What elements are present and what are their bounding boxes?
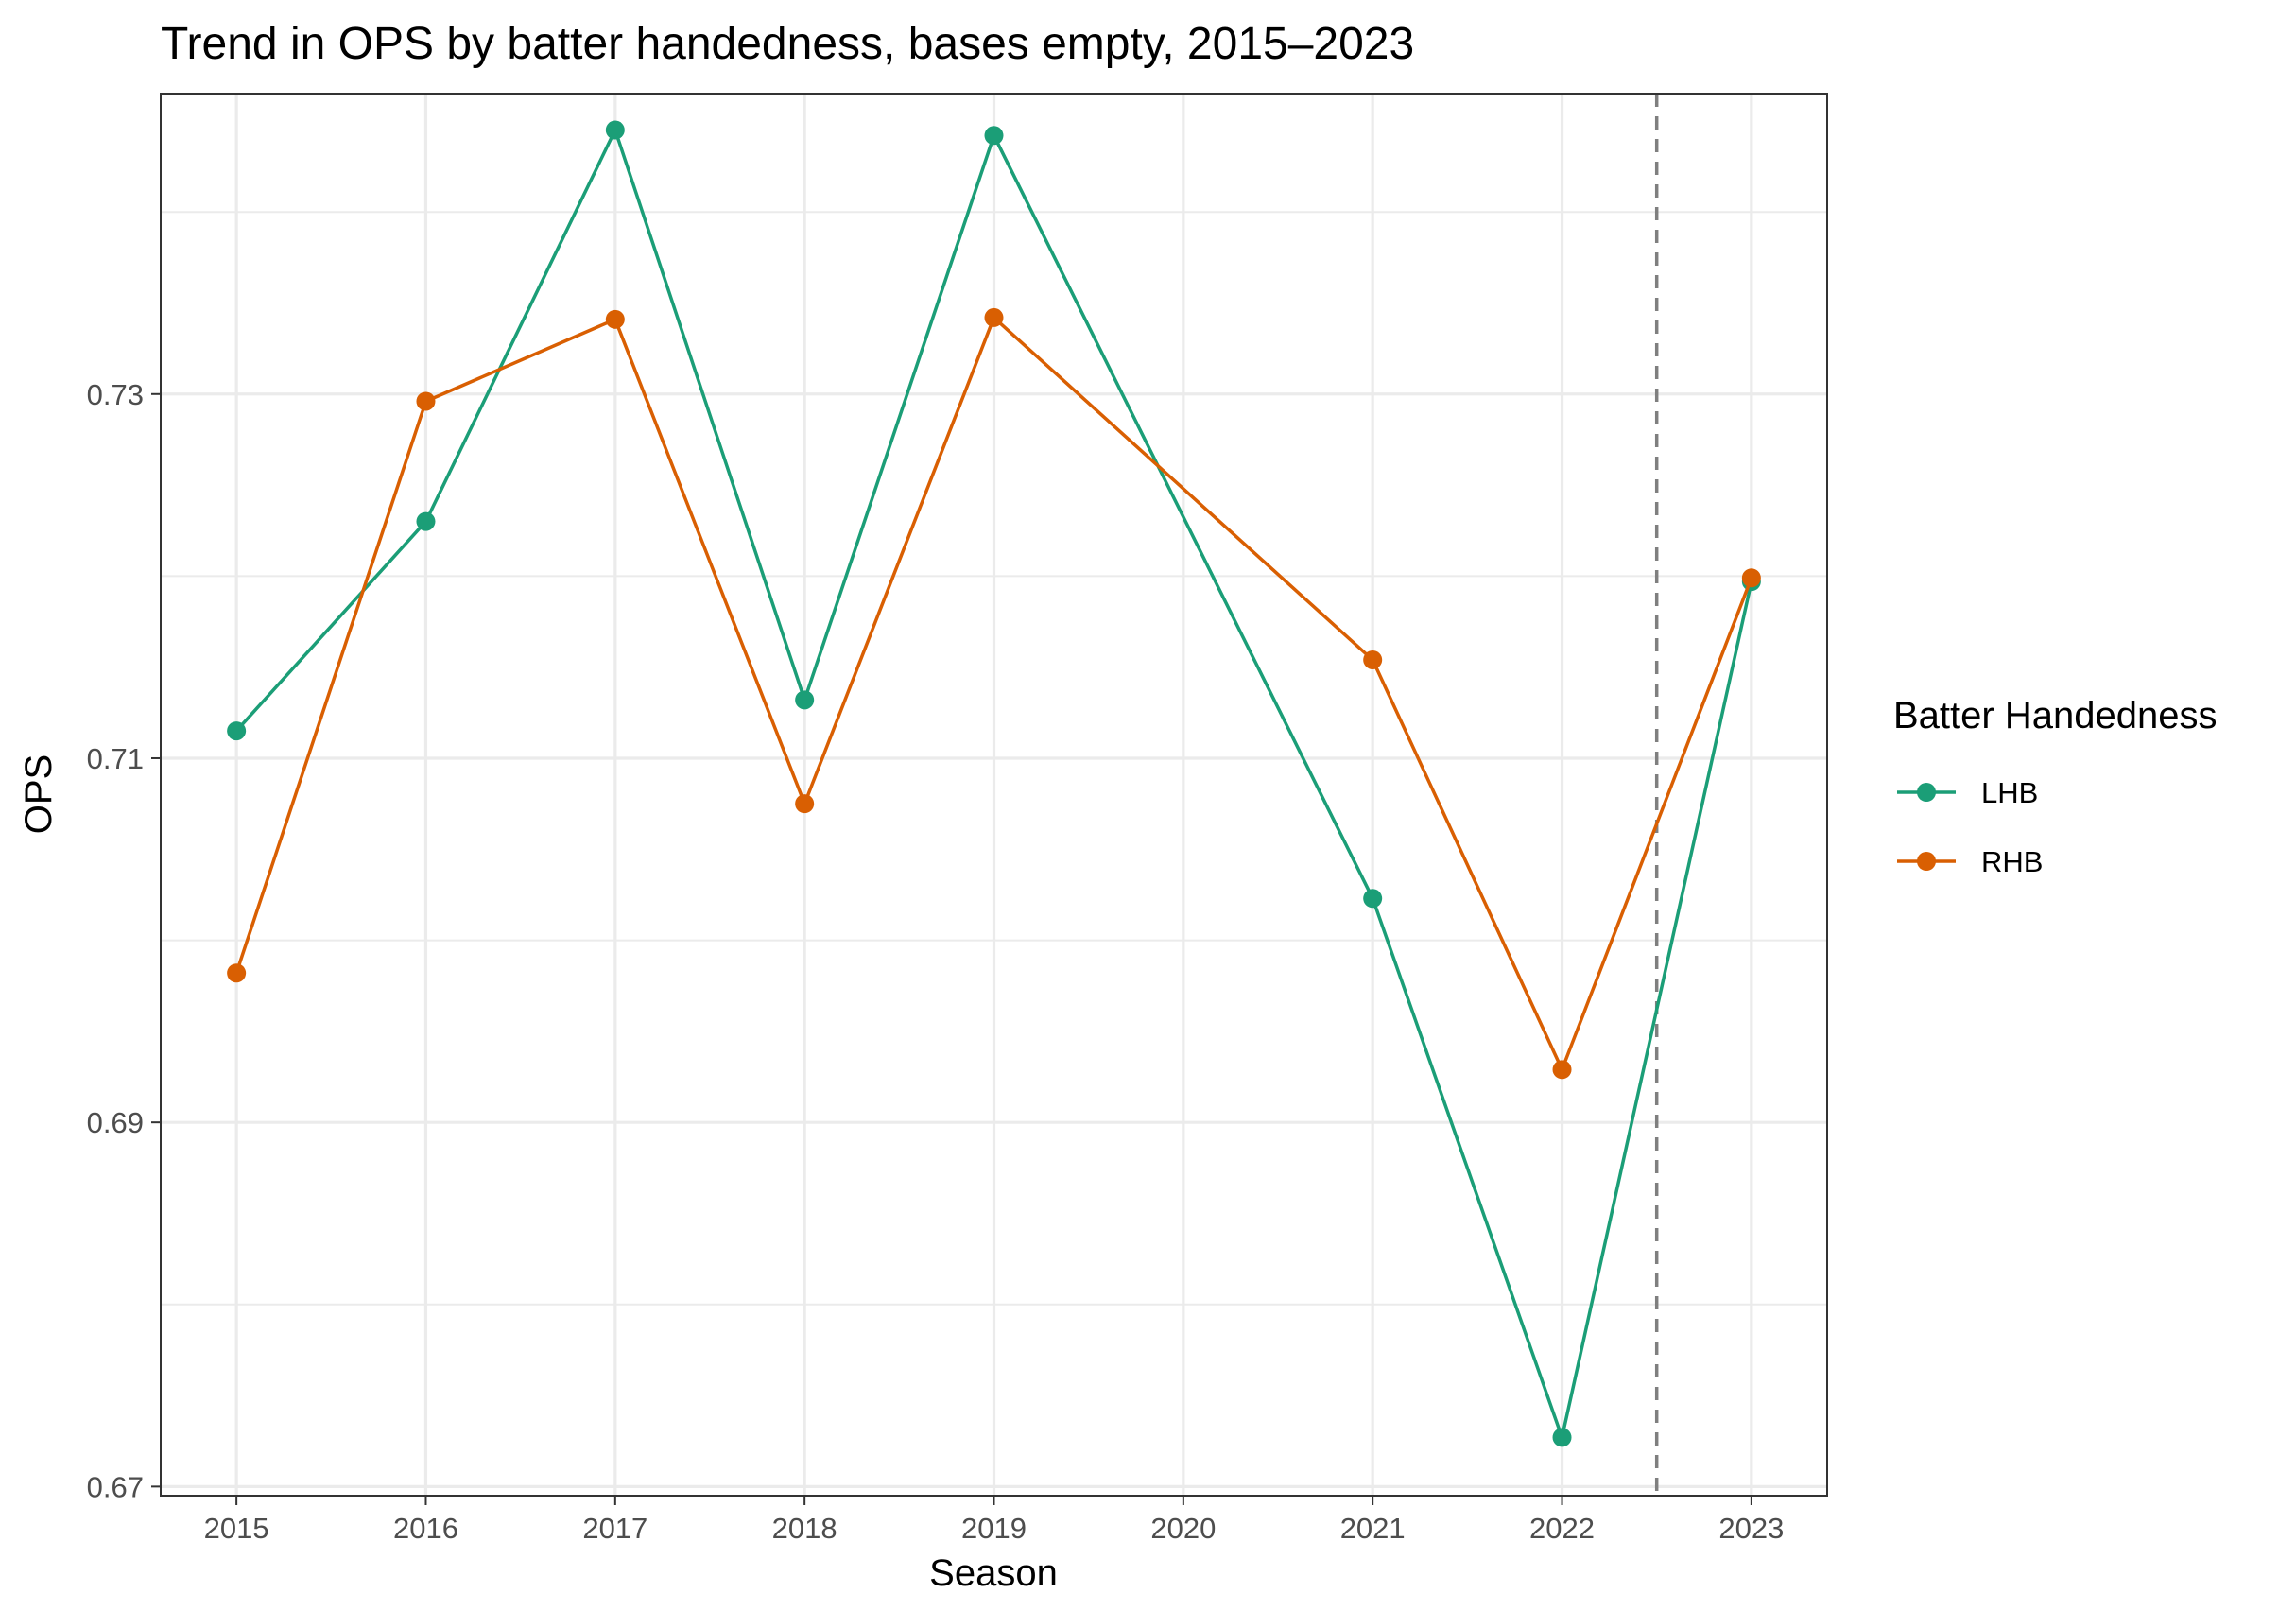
x-tick-label: 2023 (1718, 1512, 1784, 1545)
legend-label-rhb: RHB (1981, 845, 2043, 878)
x-tick-label: 2019 (961, 1512, 1027, 1545)
x-tick-label: 2021 (1340, 1512, 1406, 1545)
data-point-rhb-2022 (1552, 1060, 1572, 1080)
data-point-lhb-2017 (605, 120, 625, 140)
x-tick-label: 2022 (1529, 1512, 1595, 1545)
chart-title: Trend in OPS by batter handedness, bases… (161, 19, 1414, 69)
data-point-rhb-2023 (1741, 568, 1761, 588)
data-point-lhb-2019 (984, 126, 1004, 146)
series-layer (227, 120, 1761, 1447)
y-axis-title: OPS (18, 754, 60, 834)
y-tick-label: 0.67 (87, 1470, 144, 1503)
x-tick-label: 2017 (582, 1512, 647, 1545)
x-tick-label: 2016 (393, 1512, 458, 1545)
y-tick-label: 0.69 (87, 1106, 144, 1139)
y-axis: 0.67 0.69 0.71 0.73 (87, 378, 161, 1503)
data-point-rhb-2021 (1363, 650, 1383, 669)
x-tick-label: 2020 (1150, 1512, 1216, 1545)
x-tick-label: 2015 (204, 1512, 269, 1545)
series-line-lhb (234, 128, 1753, 1440)
data-point-lhb-2021 (1363, 889, 1383, 909)
x-tick-label: 2018 (772, 1512, 837, 1545)
x-axis-title: Season (929, 1552, 1058, 1594)
legend-key-point-rhb (1917, 852, 1936, 871)
legend-title: Batter Handedness (1893, 695, 2217, 736)
legend-label-lhb: LHB (1981, 776, 2038, 809)
data-point-rhb-2017 (605, 309, 625, 329)
data-point-lhb-2015 (227, 721, 247, 741)
data-point-rhb-2015 (227, 963, 247, 983)
series-line-rhb (234, 316, 1753, 1072)
data-point-rhb-2016 (416, 391, 436, 411)
data-point-lhb-2018 (795, 690, 815, 710)
legend: Batter Handedness LHB RHB (1893, 695, 2217, 878)
legend-key-point-lhb (1917, 783, 1936, 802)
data-point-lhb-2016 (416, 511, 436, 531)
data-point-rhb-2019 (984, 307, 1004, 327)
y-tick-label: 0.71 (87, 742, 144, 775)
x-axis: 2015 2016 2017 2018 2019 2020 2021 2022 2023 (204, 1496, 1784, 1545)
data-point-lhb-2022 (1552, 1428, 1572, 1447)
data-point-rhb-2018 (795, 794, 815, 814)
y-tick-label: 0.73 (87, 378, 144, 411)
